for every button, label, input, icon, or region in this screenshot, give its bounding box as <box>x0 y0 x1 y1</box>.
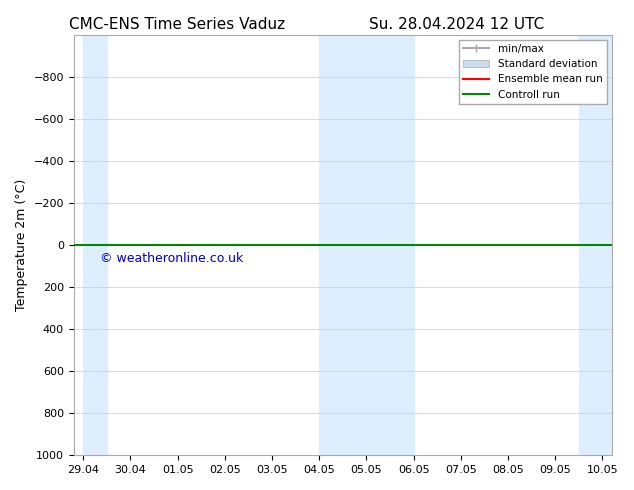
Text: © weatheronline.co.uk: © weatheronline.co.uk <box>100 252 243 265</box>
Y-axis label: Temperature 2m (°C): Temperature 2m (°C) <box>15 179 28 311</box>
Text: CMC-ENS Time Series Vaduz: CMC-ENS Time Series Vaduz <box>70 17 285 32</box>
Legend: min/max, Standard deviation, Ensemble mean run, Controll run: min/max, Standard deviation, Ensemble me… <box>459 40 607 104</box>
Bar <box>319 35 413 455</box>
Bar <box>579 35 626 455</box>
Bar <box>83 35 107 455</box>
Text: Su. 28.04.2024 12 UTC: Su. 28.04.2024 12 UTC <box>369 17 544 32</box>
